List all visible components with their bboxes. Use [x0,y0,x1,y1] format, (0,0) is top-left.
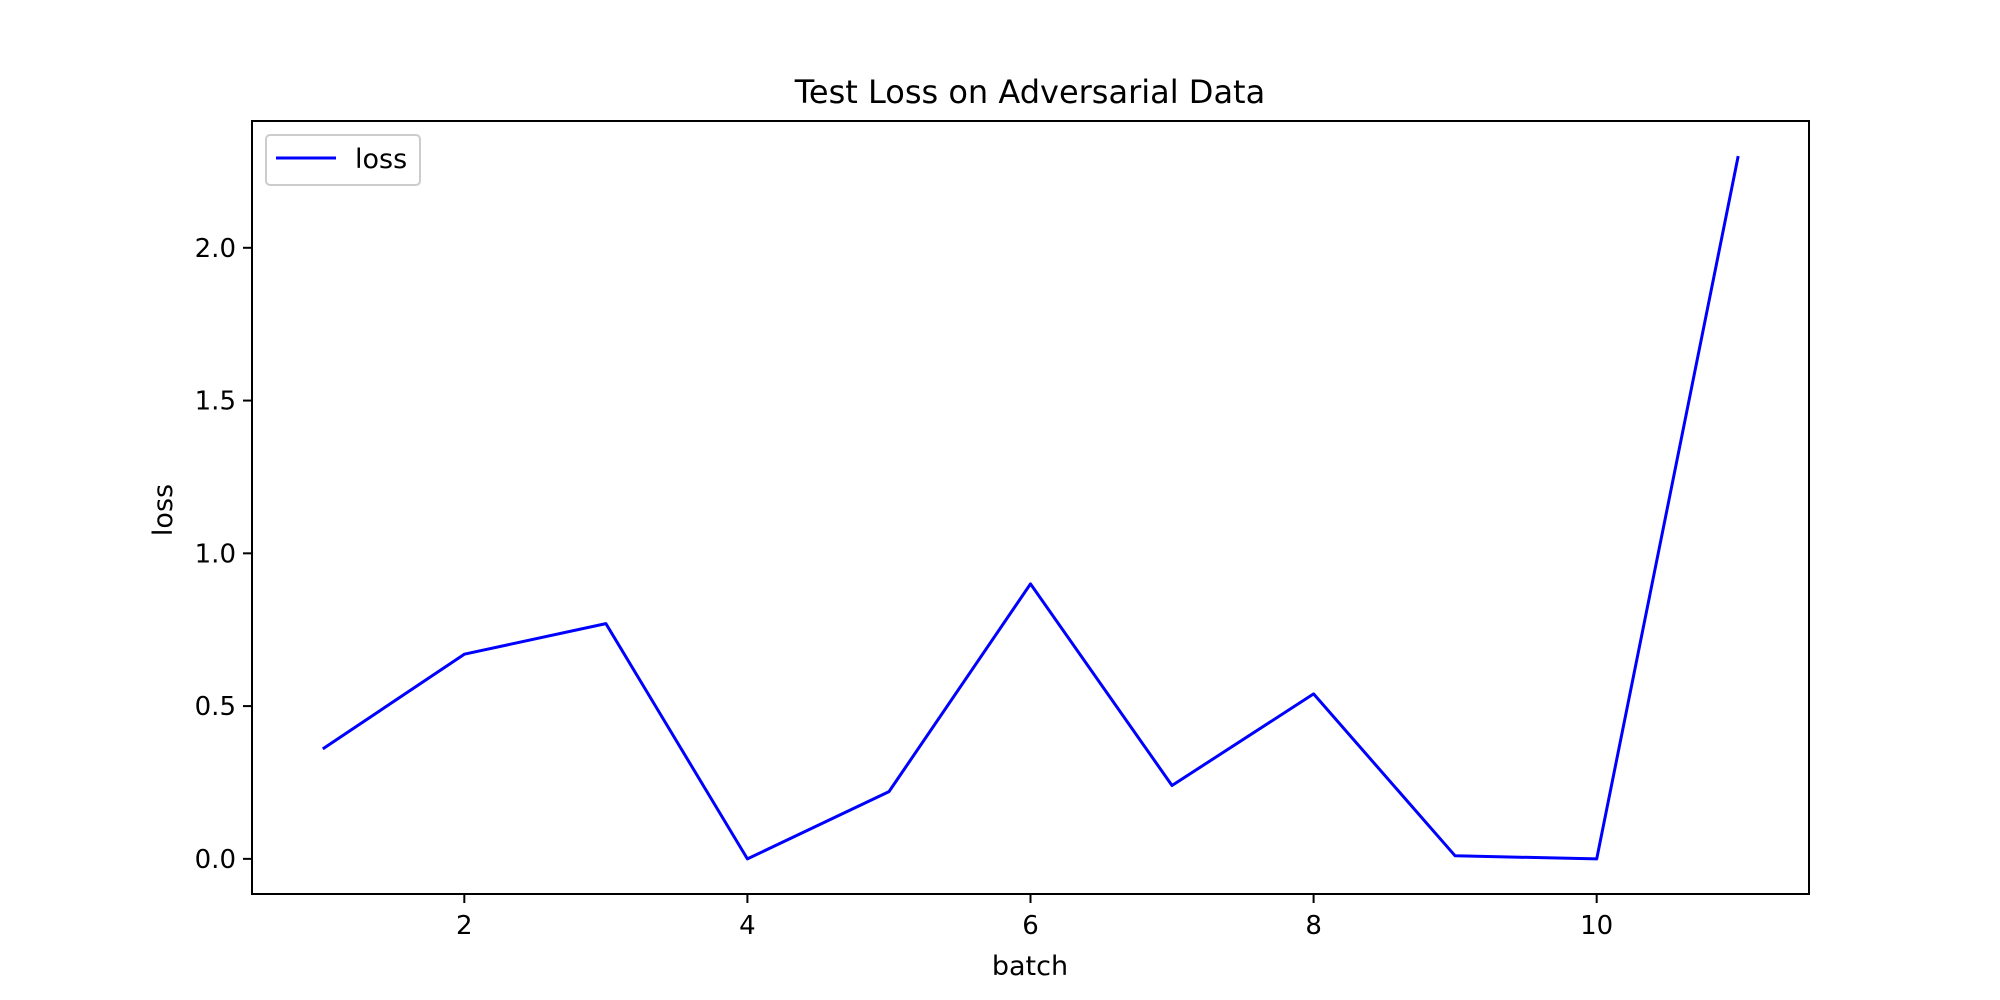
x-axis-title: batch [992,951,1068,982]
series-layer [321,155,1740,861]
y-axis-title: loss [148,484,179,536]
x-tick-label: 8 [1305,911,1322,941]
legend-label-loss: loss [355,144,407,175]
x-tick-label: 10 [1580,911,1613,941]
y-tick-label: 2.0 [195,234,236,264]
plot-area: 2 4 6 8 10 0.0 0.5 1.0 1.5 2.0 [195,120,1810,941]
chart-title: Test Loss on Adversarial Data [794,73,1265,111]
x-axis-ticks: 2 4 6 8 10 [456,894,1613,941]
y-axis-ticks: 0.0 0.5 1.0 1.5 2.0 [195,234,252,875]
y-tick-label: 1.0 [195,539,236,569]
series-line-loss [321,155,1740,861]
y-tick-label: 0.0 [195,845,236,875]
legend-box [265,134,421,186]
y-tick-label: 0.5 [195,692,236,722]
x-tick-label: 6 [1022,911,1039,941]
legend: loss [265,134,421,186]
x-tick-label: 2 [456,911,473,941]
y-tick-label: 1.5 [195,387,236,417]
x-tick-label: 4 [739,911,756,941]
